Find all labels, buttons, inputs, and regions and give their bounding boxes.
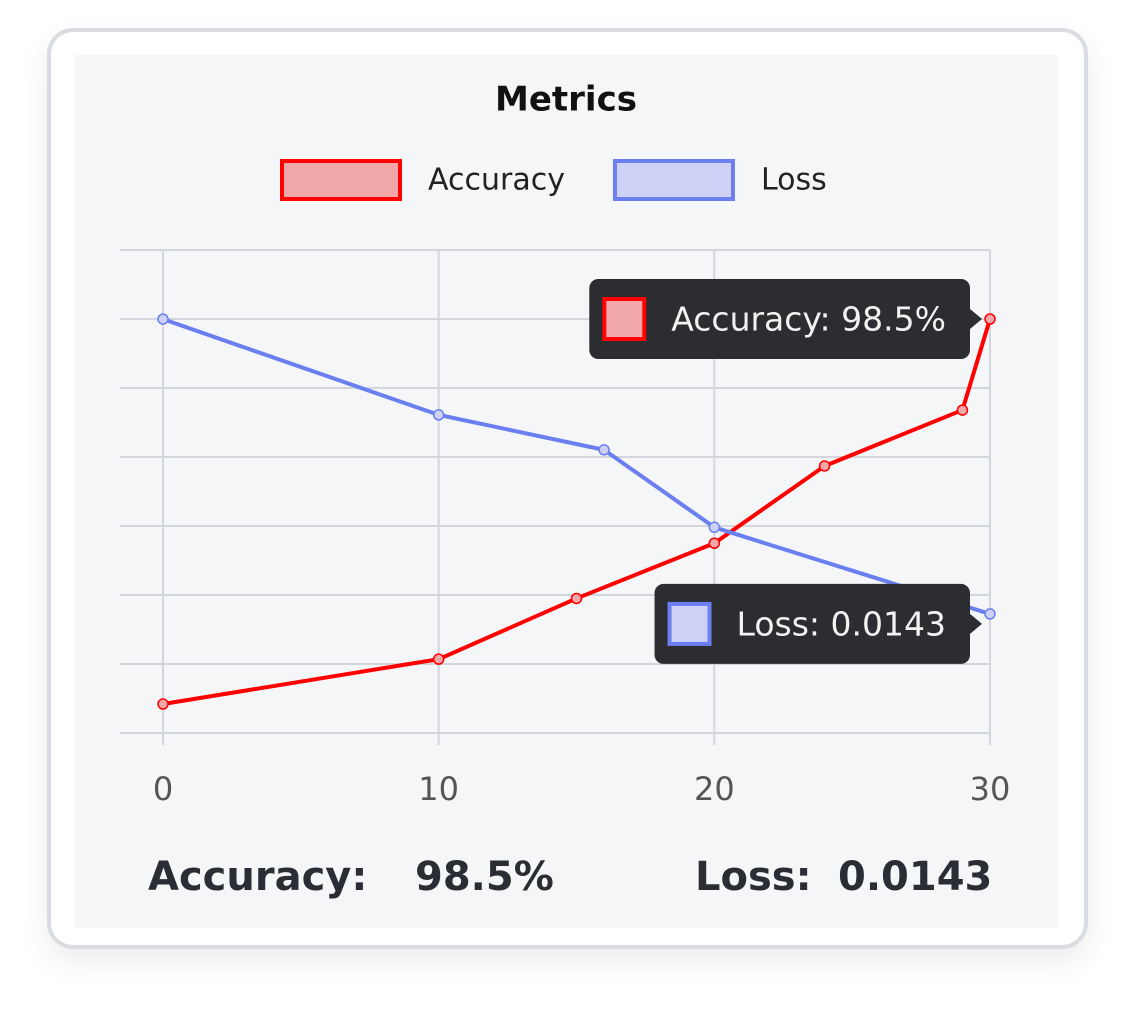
legend-swatch xyxy=(612,159,735,201)
tooltip-arrow xyxy=(970,309,982,329)
tooltip-box xyxy=(654,583,970,664)
legend-label: Accuracy xyxy=(428,163,565,198)
point xyxy=(432,409,445,421)
tooltip-label: Loss: 0.0143 xyxy=(737,604,946,643)
x-tick-label: 20 xyxy=(694,770,735,808)
legend-swatch xyxy=(280,159,402,201)
point xyxy=(984,313,996,325)
tooltip: Accuracy: 98.5% xyxy=(589,279,982,359)
summary-label: Loss: xyxy=(695,854,812,900)
tooltip: Loss: 0.0143 xyxy=(654,583,982,664)
point xyxy=(708,521,721,534)
tooltip-swatch xyxy=(667,601,712,646)
x-tick-label: 30 xyxy=(970,770,1011,808)
point xyxy=(818,460,831,472)
point xyxy=(984,608,996,620)
point xyxy=(570,592,583,605)
x-tick-label: 0 xyxy=(153,770,173,808)
point xyxy=(598,444,610,456)
point xyxy=(157,698,169,710)
tooltip-label: Accuracy: 98.5% xyxy=(671,300,946,339)
tooltip-swatch xyxy=(602,297,647,341)
tooltip-arrow xyxy=(970,613,982,634)
chart-panel xyxy=(75,55,1058,928)
line xyxy=(162,317,991,616)
legend-label: Loss xyxy=(761,163,827,198)
summary-value: 0.0143 xyxy=(838,854,992,900)
tooltip-box xyxy=(589,279,970,359)
summary-value: 98.5% xyxy=(415,854,554,900)
point xyxy=(708,537,721,549)
point xyxy=(432,653,445,665)
chart-title: Metrics xyxy=(495,80,637,120)
x-tick-label: 10 xyxy=(418,770,459,808)
point xyxy=(956,404,969,416)
point xyxy=(157,313,169,325)
summary-label: Accuracy: xyxy=(148,854,367,900)
